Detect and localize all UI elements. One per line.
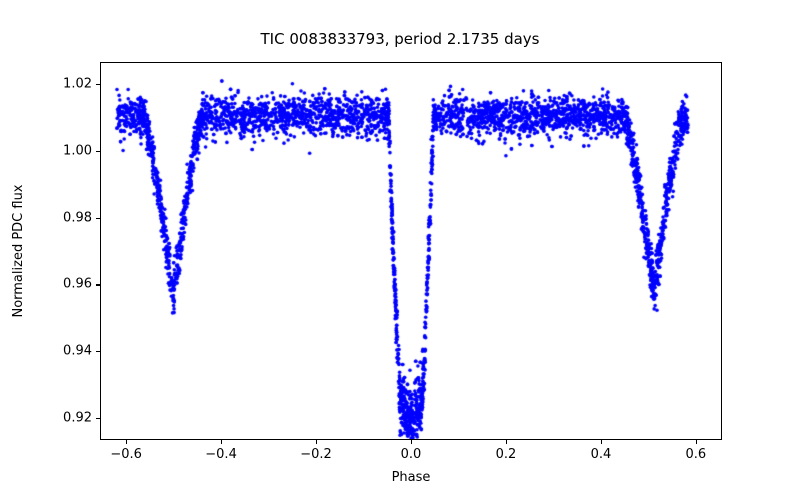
y-tick-mark [96, 150, 100, 152]
x-tick-label: −0.2 [300, 447, 332, 462]
y-tick-label: 1.00 [63, 143, 92, 159]
x-tick-mark [221, 440, 223, 444]
x-tick-label: 0.6 [685, 447, 707, 462]
y-tick-label: 0.92 [63, 410, 92, 426]
y-tick-mark [96, 284, 100, 286]
y-tick-label: 0.98 [63, 210, 92, 226]
plot-axes-area [100, 62, 722, 440]
x-tick-mark [126, 440, 128, 444]
x-tick-label: 0.0 [400, 447, 422, 462]
y-tick-mark [96, 351, 100, 353]
x-tick-label: 0.4 [590, 447, 612, 462]
x-tick-label: −0.4 [205, 447, 237, 462]
y-axis-label: Normalized PDC flux [11, 184, 26, 318]
y-tick-label: 1.02 [63, 76, 92, 92]
x-tick-mark [600, 440, 603, 444]
x-tick-mark [505, 440, 508, 444]
scatter-plot-canvas [101, 63, 721, 439]
x-tick-mark [695, 440, 697, 444]
x-tick-label: −0.6 [110, 447, 142, 462]
chart-title: TIC 0083833793, period 2.1735 days [260, 30, 540, 48]
y-tick-mark [96, 83, 100, 85]
y-tick-mark [96, 418, 100, 420]
x-tick-label: 0.2 [495, 447, 517, 462]
y-tick-label: 0.94 [63, 343, 92, 359]
y-tick-mark [96, 217, 100, 219]
x-tick-mark [316, 440, 318, 444]
x-tick-mark [411, 440, 413, 444]
y-tick-label: 0.96 [63, 276, 92, 292]
x-axis-label: Phase [391, 470, 431, 485]
